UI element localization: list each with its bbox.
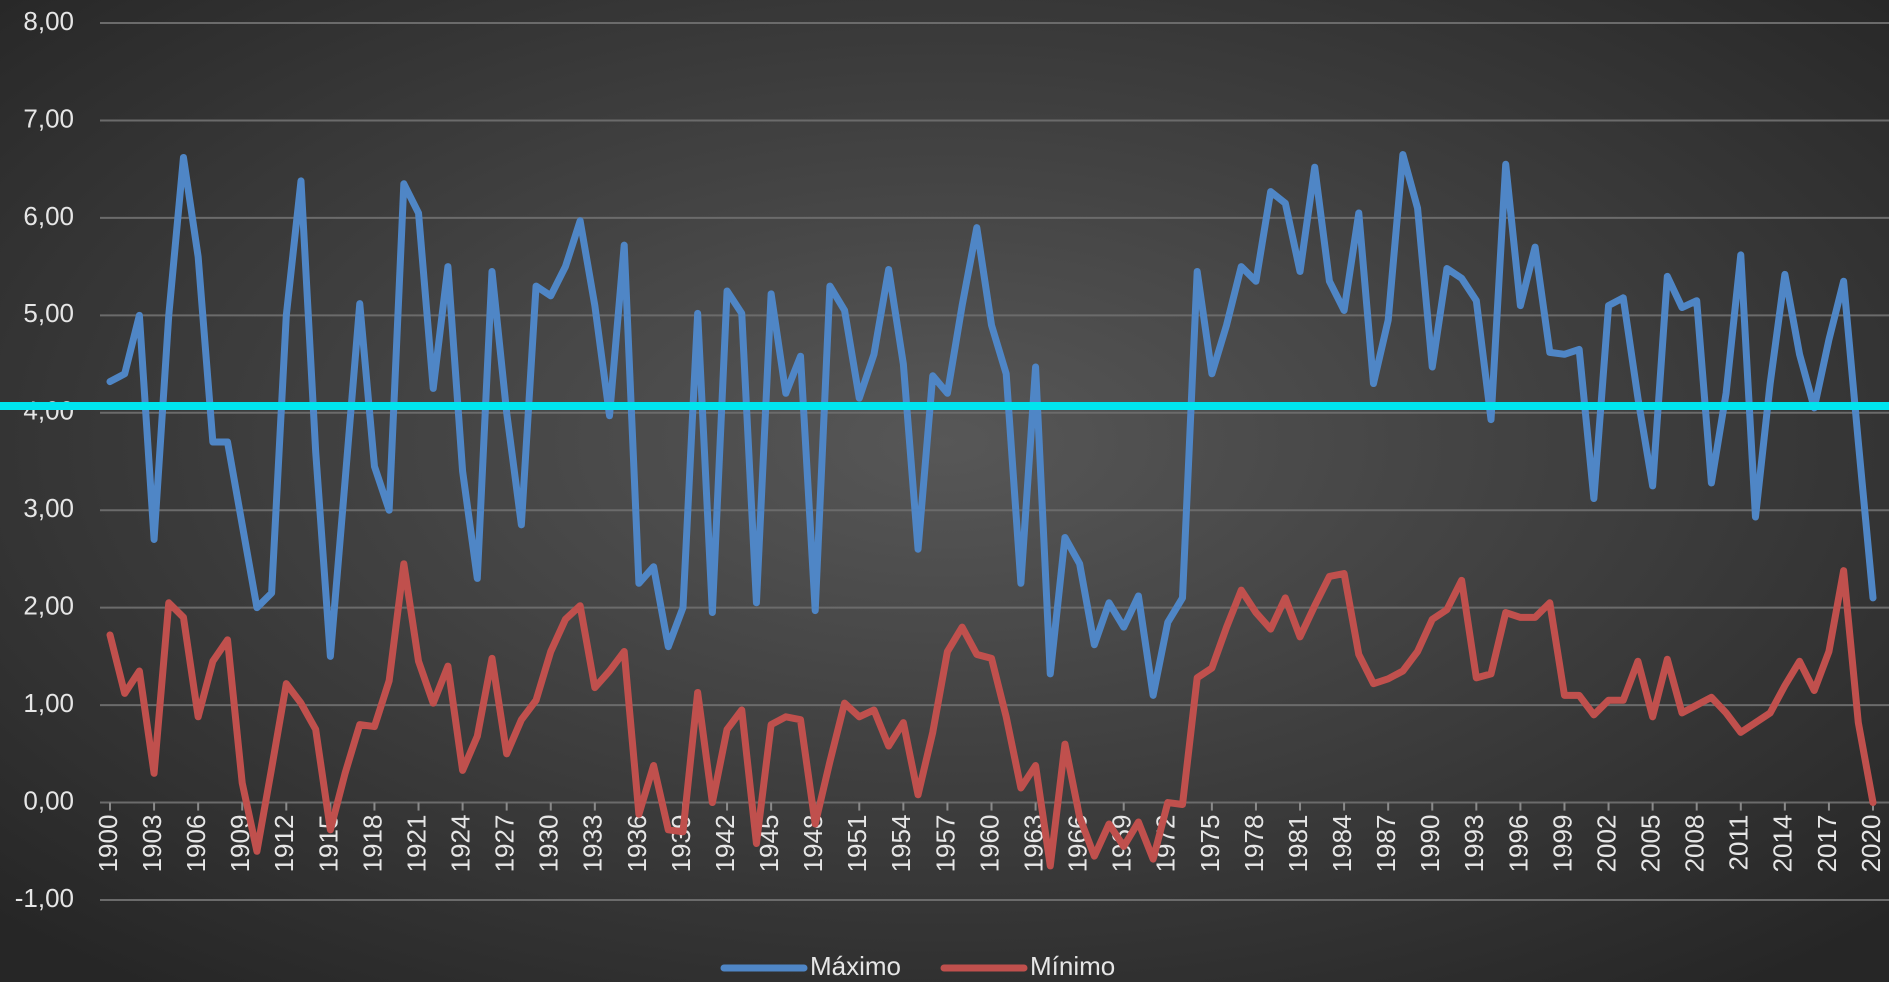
x-tick-label: 1960 <box>974 815 1004 873</box>
x-tick-label: 2002 <box>1591 815 1621 873</box>
y-tick-label: -1,00 <box>15 883 74 913</box>
x-tick-label: 1927 <box>490 815 520 873</box>
x-tick-label: 1906 <box>181 815 211 873</box>
x-tick-label: 1921 <box>401 815 431 873</box>
x-tick-label: 1981 <box>1283 815 1313 873</box>
y-tick-label: 0,00 <box>23 785 74 815</box>
y-tick-label: 5,00 <box>23 298 74 328</box>
y-tick-label: 1,00 <box>23 688 74 718</box>
x-tick-label: 1951 <box>842 815 872 873</box>
x-tick-label: 2011 <box>1724 815 1754 871</box>
x-tick-label: 1912 <box>269 815 299 873</box>
y-tick-label: 7,00 <box>23 103 74 133</box>
x-tick-label: 2020 <box>1856 815 1886 873</box>
x-tick-label: 2014 <box>1768 815 1798 873</box>
x-tick-label: 1987 <box>1371 815 1401 873</box>
x-tick-label: 2008 <box>1680 815 1710 873</box>
y-tick-label: 8,00 <box>23 6 74 36</box>
series-line <box>106 560 1877 870</box>
x-tick-label: 1990 <box>1415 815 1445 873</box>
y-tick-label: 6,00 <box>23 201 74 231</box>
x-tick-label: 1954 <box>886 815 916 873</box>
x-tick-label: 2017 <box>1812 815 1842 873</box>
x-tick-label: 1918 <box>357 815 387 873</box>
x-tick-label: 1984 <box>1327 815 1357 873</box>
x-tick-label: 1942 <box>710 815 740 873</box>
y-tick-label: 3,00 <box>23 493 74 523</box>
x-tick-label: 1996 <box>1503 815 1533 873</box>
x-tick-label: 1924 <box>445 815 475 873</box>
legend-label: Mínimo <box>1030 951 1115 981</box>
x-tick-label: 1903 <box>137 815 167 873</box>
x-tick-label: 1933 <box>578 815 608 873</box>
x-tick-label: 1930 <box>534 815 564 873</box>
x-tick-label: 1993 <box>1459 815 1489 873</box>
x-tick-label: 1999 <box>1547 815 1577 873</box>
x-tick-label: 1900 <box>93 815 123 873</box>
x-tick-label: 1975 <box>1195 815 1225 873</box>
y-tick-label: 2,00 <box>23 591 74 621</box>
series-line <box>106 151 1877 699</box>
x-tick-label: 1978 <box>1239 815 1269 873</box>
y-tick-label: 4,00 <box>23 396 74 426</box>
x-tick-label: 1936 <box>622 815 652 873</box>
x-tick-label: 1957 <box>930 815 960 873</box>
legend-label: Máximo <box>810 951 901 981</box>
x-tick-label: 2005 <box>1636 815 1666 873</box>
